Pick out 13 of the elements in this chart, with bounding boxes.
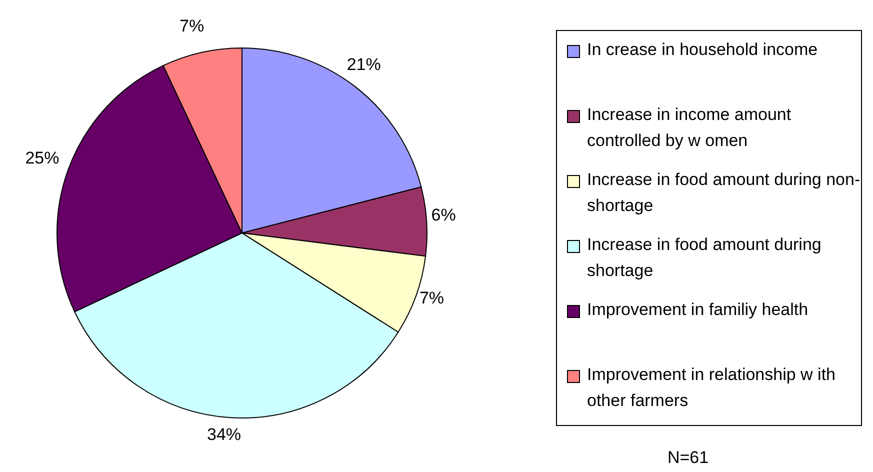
data-label: 7% [180, 16, 204, 36]
data-label: 7% [419, 288, 444, 308]
text: N=61 [666, 448, 710, 468]
data-label: 21% [346, 54, 381, 74]
legend-label: Increase in income amount controlled by w omen [587, 104, 792, 152]
data-label: 6% [431, 206, 456, 224]
data-label: 34% [206, 425, 242, 444]
legend-label: Increase in food amount during shortage [587, 234, 822, 282]
legend-label: In crease in household income [587, 39, 818, 61]
data-label: 25% [25, 148, 60, 168]
legend-label: Improvement in familiy health [587, 299, 808, 321]
legend-label: Improvement in relationship w ith other farmers [587, 364, 837, 412]
legend-label: Increase in food amount during non-shortage [587, 169, 861, 217]
